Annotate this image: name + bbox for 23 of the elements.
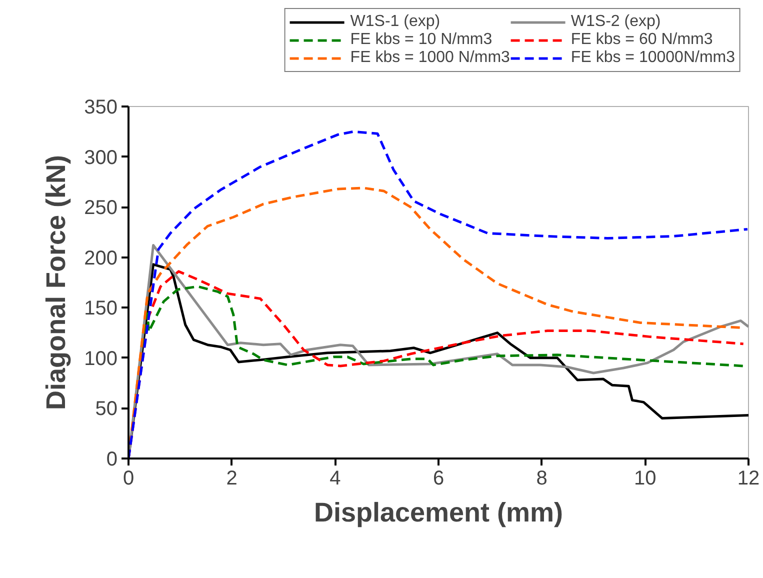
x-tick-label: 6 (432, 468, 444, 490)
y-tick-label: 0 (106, 448, 118, 470)
y-tick-label: 150 (84, 298, 118, 320)
x-tick-label: 4 (330, 468, 341, 490)
legend-label: W1S-2 (exp) (570, 13, 661, 31)
y-tick-label: 50 (95, 398, 118, 420)
x-tick-label: 0 (122, 468, 134, 490)
legend-label: FE kbs = 60 N/mm3 (570, 31, 713, 49)
legend-label: FE kbs = 1000 N/mm3 (350, 49, 510, 67)
y-tick-label: 250 (84, 197, 118, 220)
legend-label: FE kbs = 10 N/mm3 (350, 31, 492, 49)
y-tick-label: 350 (84, 96, 118, 118)
y-tick-label: 300 (84, 146, 118, 169)
y-axis-title: Diagonal Force (kN) (41, 154, 72, 410)
y-tick-label: 100 (84, 348, 118, 370)
x-tick-label: 10 (634, 468, 656, 490)
legend-label: FE kbs = 10000N/mm3 (570, 49, 735, 67)
legend-label: W1S-1 (exp) (350, 13, 440, 31)
x-axis-title: Displacement (mm) (314, 498, 564, 528)
y-tick-label: 200 (84, 247, 118, 270)
x-tick-label: 8 (536, 468, 548, 490)
x-tick-label: 2 (226, 468, 238, 490)
x-tick-label: 12 (737, 468, 760, 490)
